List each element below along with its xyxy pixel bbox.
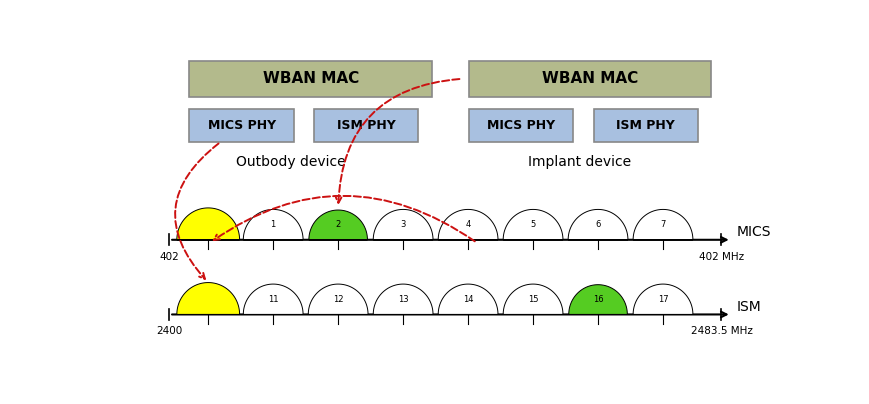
Polygon shape — [634, 284, 693, 314]
FancyArrowPatch shape — [175, 143, 219, 279]
FancyBboxPatch shape — [469, 61, 712, 97]
Text: Outbody device: Outbody device — [235, 155, 345, 169]
Polygon shape — [438, 209, 498, 240]
Text: 1: 1 — [270, 220, 275, 229]
Text: 14: 14 — [463, 295, 474, 304]
Text: 402 MHz: 402 MHz — [699, 252, 744, 262]
Polygon shape — [568, 285, 627, 314]
Text: Implant device: Implant device — [528, 155, 632, 169]
Text: 16: 16 — [593, 295, 603, 304]
Text: WBAN MAC: WBAN MAC — [262, 72, 359, 86]
Text: 7: 7 — [660, 220, 666, 229]
FancyArrowPatch shape — [335, 79, 460, 203]
Polygon shape — [308, 284, 368, 314]
Polygon shape — [568, 209, 628, 240]
Text: ISM PHY: ISM PHY — [337, 119, 395, 132]
Text: 3: 3 — [401, 220, 406, 229]
Text: 11: 11 — [268, 295, 278, 304]
Polygon shape — [374, 284, 433, 314]
Text: 13: 13 — [398, 295, 408, 304]
Polygon shape — [503, 209, 563, 240]
Text: 17: 17 — [658, 295, 668, 304]
FancyBboxPatch shape — [469, 109, 574, 142]
FancyBboxPatch shape — [594, 109, 698, 142]
Polygon shape — [243, 284, 303, 314]
Text: WBAN MAC: WBAN MAC — [542, 72, 639, 86]
Polygon shape — [243, 209, 303, 240]
Text: MICS: MICS — [736, 225, 771, 239]
Text: 2483.5 MHz: 2483.5 MHz — [691, 326, 753, 336]
Polygon shape — [503, 284, 563, 314]
Text: ISM: ISM — [736, 300, 761, 314]
Polygon shape — [634, 209, 693, 240]
Text: MICS PHY: MICS PHY — [487, 119, 555, 132]
Polygon shape — [176, 282, 240, 314]
Text: ISM PHY: ISM PHY — [616, 119, 675, 132]
FancyBboxPatch shape — [314, 109, 419, 142]
Text: 4: 4 — [466, 220, 471, 229]
Text: 2400: 2400 — [156, 326, 182, 336]
Text: 12: 12 — [333, 295, 343, 304]
Text: MICS PHY: MICS PHY — [208, 119, 275, 132]
Polygon shape — [374, 209, 433, 240]
Text: 402: 402 — [159, 252, 179, 262]
Polygon shape — [176, 208, 240, 240]
Text: 6: 6 — [595, 220, 600, 229]
FancyBboxPatch shape — [189, 109, 294, 142]
Text: 2: 2 — [335, 221, 341, 229]
Polygon shape — [438, 284, 498, 314]
Text: 15: 15 — [527, 295, 538, 304]
FancyArrowPatch shape — [214, 196, 474, 241]
Text: 5: 5 — [530, 220, 535, 229]
FancyBboxPatch shape — [189, 61, 432, 97]
Polygon shape — [308, 210, 368, 240]
